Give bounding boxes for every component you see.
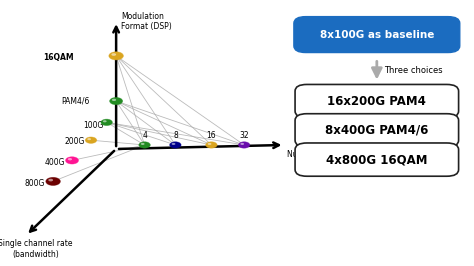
Circle shape (87, 138, 91, 140)
Text: 400G: 400G (45, 158, 65, 167)
Text: 8x400G PAM4/6: 8x400G PAM4/6 (325, 124, 428, 137)
FancyBboxPatch shape (295, 114, 459, 147)
Circle shape (139, 142, 150, 148)
Circle shape (109, 97, 123, 105)
Circle shape (141, 143, 145, 145)
Circle shape (65, 157, 79, 164)
Circle shape (170, 142, 181, 148)
Text: PAM4/6: PAM4/6 (62, 97, 90, 106)
Text: Modulation
Format (DSP): Modulation Format (DSP) (121, 12, 172, 31)
Text: 4x800G 16QAM: 4x800G 16QAM (326, 153, 428, 166)
Circle shape (101, 119, 112, 126)
Circle shape (46, 177, 60, 185)
FancyBboxPatch shape (295, 143, 459, 176)
Circle shape (208, 143, 211, 145)
Text: 16x200G PAM4: 16x200G PAM4 (328, 95, 426, 107)
Text: 800G: 800G (24, 179, 45, 188)
Text: 16QAM: 16QAM (43, 53, 73, 62)
Text: 32: 32 (239, 131, 249, 140)
Text: 4: 4 (142, 131, 147, 140)
Circle shape (68, 158, 72, 160)
Text: Single channel rate
(bandwidth): Single channel rate (bandwidth) (0, 239, 73, 259)
Circle shape (85, 137, 97, 143)
Circle shape (240, 143, 244, 145)
Text: 8: 8 (173, 131, 178, 140)
Circle shape (109, 52, 123, 60)
Circle shape (206, 142, 217, 148)
Circle shape (48, 179, 53, 181)
Text: Three choices: Three choices (384, 66, 443, 75)
Circle shape (112, 99, 116, 101)
FancyBboxPatch shape (294, 16, 460, 53)
Circle shape (103, 120, 107, 122)
Text: 8x100G as baseline: 8x100G as baseline (319, 30, 434, 40)
Circle shape (111, 53, 116, 56)
Text: Number of channels: Number of channels (287, 150, 364, 159)
Text: 100G: 100G (83, 120, 103, 130)
FancyBboxPatch shape (295, 85, 459, 118)
Circle shape (238, 142, 250, 148)
Text: 200G: 200G (65, 137, 85, 146)
Text: 16: 16 (207, 131, 216, 140)
Circle shape (172, 143, 175, 145)
